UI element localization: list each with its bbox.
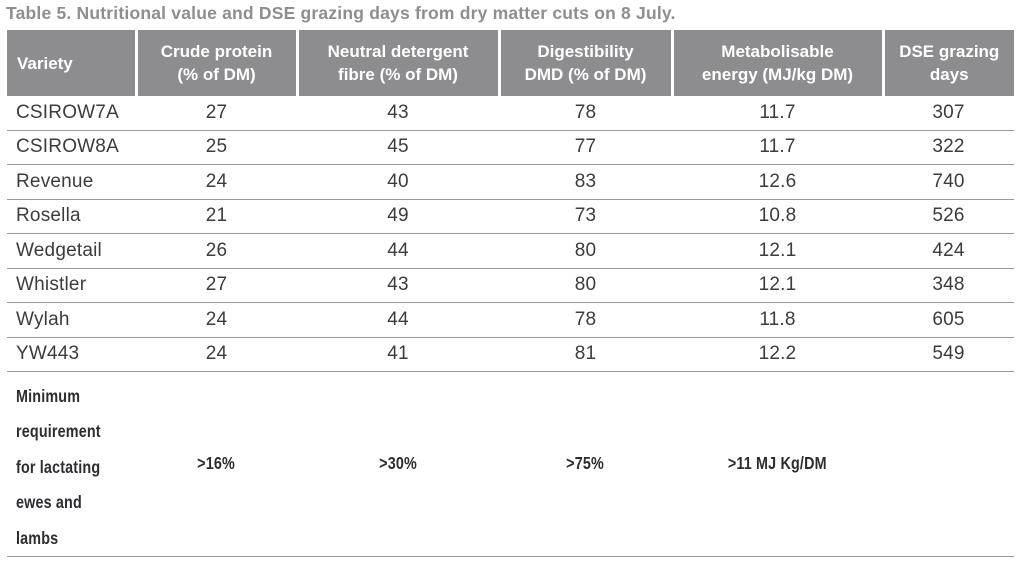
value-cell: 43 xyxy=(297,96,499,131)
minimum-value-cell: >16% xyxy=(136,371,297,558)
header-text: days xyxy=(929,65,969,84)
col-header-variety: Variety xyxy=(7,30,136,96)
value-cell: 12.6 xyxy=(672,164,883,200)
value-cell: 45 xyxy=(297,130,499,165)
value-cell: 307 xyxy=(883,96,1014,131)
col-header-crude-protein: Crude protein (% of DM) xyxy=(134,30,297,96)
value-cell: 526 xyxy=(883,199,1014,234)
value-cell: 12.1 xyxy=(672,233,883,269)
value-cell: 77 xyxy=(499,130,672,165)
value-cell: 80 xyxy=(499,268,672,303)
label-line: lambs xyxy=(16,527,59,548)
value-cell: 27 xyxy=(136,96,297,131)
header-text: Digestibility xyxy=(537,42,634,61)
table-row-wedgetail: Wedgetail 26 44 80 12.1 424 xyxy=(7,233,1014,269)
variety-cell: Whistler xyxy=(7,268,136,303)
table-row-csirow7a: CSIROW7A 27 43 78 11.7 307 xyxy=(7,96,1014,131)
header-text: Variety xyxy=(17,53,73,73)
minimum-value-cell: >75% xyxy=(499,371,672,558)
value-cell: 348 xyxy=(883,268,1014,303)
variety-cell: YW443 xyxy=(7,337,136,372)
value-cell: 549 xyxy=(883,337,1014,372)
minimum-value-cell xyxy=(883,371,1014,558)
value-cell: 11.7 xyxy=(672,130,883,165)
value-cell: 40 xyxy=(297,164,499,200)
header-text: Neutral detergent xyxy=(327,42,469,61)
value-cell: 740 xyxy=(883,164,1014,200)
value-cell: 80 xyxy=(499,233,672,269)
value-cell: 81 xyxy=(499,337,672,372)
col-header-metabolisable-energy: Metabolisable energy (MJ/kg DM) xyxy=(670,30,883,96)
minimum-value-cell: >30% xyxy=(297,371,499,558)
value-cell: 322 xyxy=(883,130,1014,165)
table-row-yw443: YW443 24 41 81 12.2 549 xyxy=(7,337,1014,372)
table-row-revenue: Revenue 24 40 83 12.6 740 xyxy=(7,164,1014,200)
table-row-csirow8a: CSIROW8A 25 45 77 11.7 322 xyxy=(7,130,1014,165)
table-row-whistler: Whistler 27 43 80 12.1 348 xyxy=(7,268,1014,303)
minimum-value: >16% xyxy=(197,453,236,474)
label-line: Minimum xyxy=(16,386,81,406)
value-cell: 25 xyxy=(136,130,297,165)
variety-cell: Wedgetail xyxy=(7,233,136,269)
label-line: for lactating xyxy=(16,456,101,477)
header-text: fibre (% of DM) xyxy=(338,65,458,84)
value-cell: 49 xyxy=(297,199,499,234)
header-row: Variety Crude protein (% of DM) Neutral … xyxy=(7,30,1014,96)
header-text: DSE grazing xyxy=(899,42,1000,61)
value-cell: 24 xyxy=(136,302,297,338)
nutrition-table: Variety Crude protein (% of DM) Neutral … xyxy=(7,30,1014,558)
value-cell: 26 xyxy=(136,233,297,269)
table-row-rosella: Rosella 21 49 73 10.8 526 xyxy=(7,199,1014,234)
minimum-requirement-label: Minimum requirement for lactating ewes a… xyxy=(7,371,136,558)
value-cell: 78 xyxy=(499,302,672,338)
value-cell: 12.2 xyxy=(672,337,883,372)
minimum-requirement-row: Minimum requirement for lactating ewes a… xyxy=(7,371,1014,558)
value-cell: 10.8 xyxy=(672,199,883,234)
table-row-wylah: Wylah 24 44 78 11.8 605 xyxy=(7,302,1014,338)
variety-cell: Revenue xyxy=(7,164,136,200)
variety-cell: Rosella xyxy=(7,199,136,234)
value-cell: 605 xyxy=(883,302,1014,338)
col-header-dse-grazing-days: DSE grazing days xyxy=(881,30,1014,96)
value-cell: 78 xyxy=(499,96,672,131)
minimum-value-cell: >11 MJ Kg/DM xyxy=(672,371,883,558)
variety-cell: CSIROW7A xyxy=(7,96,136,131)
label-line: requirement xyxy=(16,421,101,442)
value-cell: 24 xyxy=(136,337,297,372)
value-cell: 11.7 xyxy=(672,96,883,131)
value-cell: 21 xyxy=(136,199,297,234)
header-text: Metabolisable xyxy=(721,42,834,61)
value-cell: 43 xyxy=(297,268,499,303)
col-header-digestibility: Digestibility DMD (% of DM) xyxy=(497,30,672,96)
value-cell: 73 xyxy=(499,199,672,234)
value-cell: 41 xyxy=(297,337,499,372)
value-cell: 11.8 xyxy=(672,302,883,338)
variety-cell: CSIROW8A xyxy=(7,130,136,165)
header-text: Crude protein xyxy=(160,42,273,61)
value-cell: 12.1 xyxy=(672,268,883,303)
minimum-value: >75% xyxy=(566,453,605,474)
value-cell: 27 xyxy=(136,268,297,303)
value-cell: 424 xyxy=(883,233,1014,269)
value-cell: 44 xyxy=(297,233,499,269)
header-text: energy (MJ/kg DM) xyxy=(701,65,854,84)
value-cell: 44 xyxy=(297,302,499,338)
label-line: ewes and xyxy=(16,492,82,513)
minimum-value: >11 MJ Kg/DM xyxy=(728,453,827,474)
variety-cell: Wylah xyxy=(7,302,136,338)
value-cell: 24 xyxy=(136,164,297,200)
value-cell: 83 xyxy=(499,164,672,200)
header-text: DMD (% of DM) xyxy=(524,65,647,84)
header-text: (% of DM) xyxy=(177,65,256,84)
minimum-value: >30% xyxy=(379,453,417,474)
col-header-ndf: Neutral detergent fibre (% of DM) xyxy=(295,30,499,96)
table-caption: Table 5. Nutritional value and DSE grazi… xyxy=(6,3,676,23)
